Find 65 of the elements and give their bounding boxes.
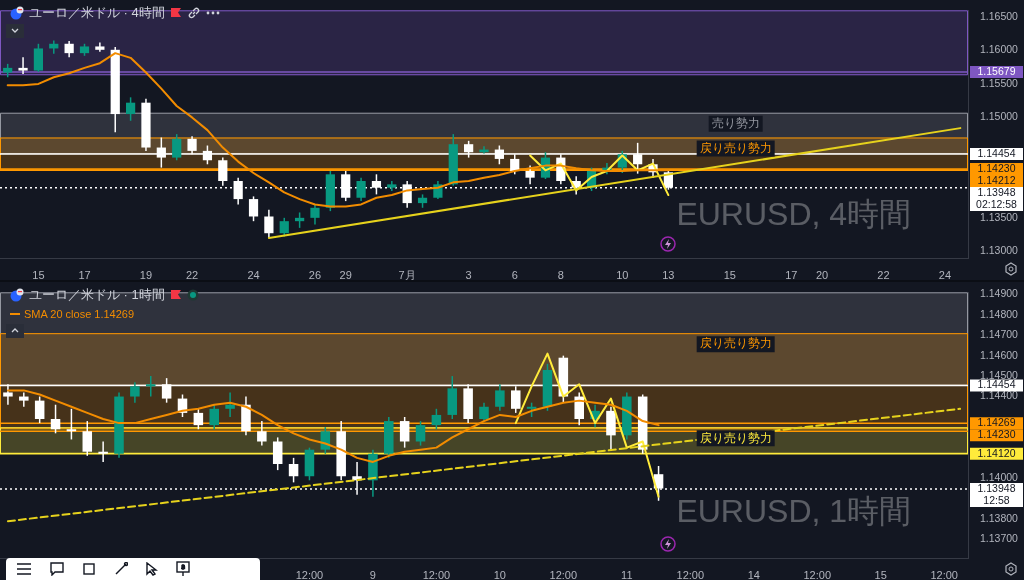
x-tick-label: 15 — [32, 268, 45, 281]
y-tick-label: 1.15000 — [980, 110, 1019, 123]
x-tick-label: 24 — [938, 268, 952, 281]
x-tick-label: 3 — [465, 268, 472, 281]
x-tick-label: 22 — [877, 268, 890, 281]
ref-line-label: 1.14269 — [977, 416, 1016, 429]
y-tick-label: 1.14900 — [980, 287, 1019, 300]
band-label: 戻り売り勢力 — [699, 430, 772, 445]
ref-line-label: 1.14454 — [977, 146, 1016, 159]
x-tick-label: 9 — [369, 568, 376, 580]
ref-line-label: 1.14230 — [977, 428, 1016, 441]
x-tick-label: 11 — [621, 568, 633, 580]
x-tick-label: 26 — [308, 268, 322, 281]
chart-title: ユーロ／米ドル · 4時間 — [29, 4, 165, 22]
text: EURUSD, 1時間 — [676, 492, 912, 529]
ref-line-label: 1.14454 — [977, 378, 1016, 391]
legend-label: SMA 20 close 1.14269 — [24, 308, 135, 320]
x-tick-label: 22 — [185, 268, 199, 281]
x-tick-label: 20 — [815, 268, 829, 281]
text: 02:12:58 — [976, 197, 1018, 210]
y-tick-label: 1.14400 — [980, 389, 1019, 402]
text: EURUSD, 4時間 — [676, 195, 912, 232]
x-tick-label: 15 — [874, 568, 887, 580]
x-tick-label: 17 — [785, 268, 798, 281]
x-tick-label: 15 — [723, 268, 736, 281]
x-tick-label: 19 — [139, 268, 153, 281]
y-tick-label: 1.14500 — [980, 368, 1019, 381]
x-tick-label: 12:00 — [422, 568, 451, 580]
x-tick-label: 17 — [78, 268, 91, 281]
y-tick-label: 1.16000 — [980, 43, 1019, 56]
x-tick-label: 14 — [747, 568, 760, 580]
y-tick-label: 1.14000 — [980, 471, 1019, 484]
x-tick-label: 12:00 — [676, 568, 705, 580]
x-tick-label: 12:00 — [295, 568, 324, 580]
y-tick-label: 1.14800 — [980, 307, 1019, 320]
chart-title: ユーロ／米ドル · 1時間 — [29, 286, 165, 304]
x-tick-label: 12:00 — [930, 568, 958, 580]
x-tick-label: 12:00 — [803, 568, 832, 580]
x-tick-label: 6 — [511, 268, 518, 281]
band-label: 戻り売り勢力 — [699, 140, 772, 155]
band-label: 戻り売り勢力 — [699, 336, 772, 351]
ref-line-label: 1.14230 — [977, 161, 1016, 174]
x-tick-label: 10 — [493, 568, 506, 580]
ref-line-label: 1.13948 — [977, 185, 1016, 198]
x-tick-label: 10 — [616, 268, 629, 281]
y-tick-label: 1.14600 — [980, 348, 1019, 361]
x-tick-label: 12:00 — [549, 568, 578, 580]
x-tick-label: 7月 — [398, 268, 416, 281]
y-tick-label: 1.14700 — [980, 328, 1019, 341]
y-tick-label: 1.13000 — [980, 244, 1019, 257]
ref-line-label: 1.14212 — [977, 173, 1016, 186]
x-tick-label: 24 — [247, 268, 260, 281]
x-tick-label: 29 — [339, 268, 352, 281]
ref-line-label: 1.15679 — [977, 64, 1016, 77]
y-tick-label: 1.13800 — [980, 512, 1019, 525]
text: 12:58 — [983, 493, 1010, 506]
y-tick-label: 1.15500 — [980, 76, 1019, 89]
x-tick-label: 13 — [662, 268, 675, 281]
ref-line-label: 1.14120 — [977, 446, 1016, 459]
band-label: 売り勢力 — [711, 116, 760, 131]
y-tick-label: 1.13500 — [980, 210, 1019, 223]
y-tick-label: 1.16500 — [980, 9, 1019, 22]
y-tick-label: 1.13700 — [980, 532, 1019, 545]
ref-line-label: 1.13948 — [977, 481, 1016, 494]
x-tick-label: 8 — [557, 268, 564, 281]
